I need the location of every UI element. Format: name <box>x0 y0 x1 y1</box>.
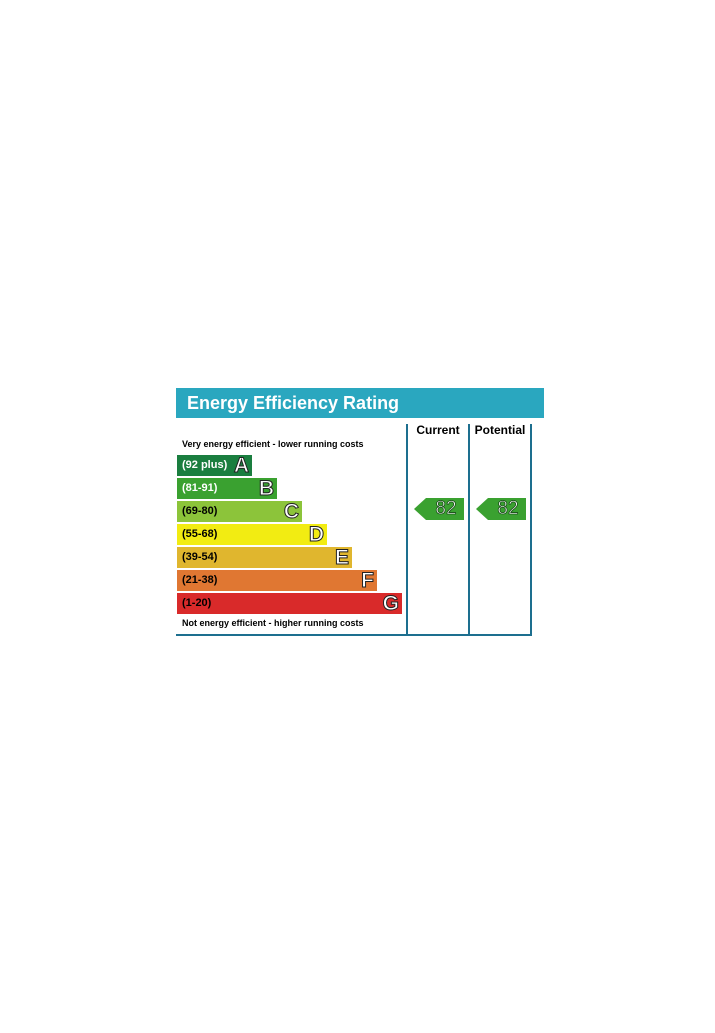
potential-rating-arrow: 82 <box>476 498 526 520</box>
bottom-frame-line <box>176 634 532 636</box>
current-arrow-shape <box>414 498 464 520</box>
band-f: (21-38) F <box>177 569 377 593</box>
band-a-range: (92 plus) <box>182 459 228 471</box>
bottom-caption: Not energy efficient - higher running co… <box>182 618 364 628</box>
band-a: (92 plus) A <box>177 454 252 478</box>
band-c-letter: C <box>283 500 299 524</box>
band-g: (1-20) G <box>177 592 402 616</box>
band-e-letter: E <box>334 546 349 570</box>
potential-column-header: Potential <box>474 423 526 437</box>
potential-column-left-line <box>468 424 470 636</box>
top-caption: Very energy efficient - lower running co… <box>182 439 364 449</box>
current-column-header: Current <box>416 423 460 437</box>
band-f-letter: F <box>361 569 375 593</box>
band-d-letter: D <box>308 523 324 547</box>
potential-rating-value: 82 <box>497 498 519 520</box>
band-f-range: (21-38) <box>182 574 218 586</box>
band-e: (39-54) E <box>177 546 352 570</box>
band-d-range: (55-68) <box>182 528 218 540</box>
band-g-letter: G <box>382 592 399 616</box>
band-b: (81-91) B <box>177 477 277 501</box>
band-e-range: (39-54) <box>182 551 218 563</box>
band-g-range: (1-20) <box>182 597 212 609</box>
current-rating-arrow: 82 <box>414 498 464 520</box>
band-b-range: (81-91) <box>182 482 218 494</box>
band-c: (69-80) C <box>177 500 302 524</box>
chart-title: Energy Efficiency Rating <box>187 393 400 413</box>
band-c-range: (69-80) <box>182 505 218 517</box>
band-a-letter: A <box>233 454 249 478</box>
band-d: (55-68) D <box>177 523 327 547</box>
current-rating-value: 82 <box>435 498 457 520</box>
potential-arrow-shape <box>476 498 526 520</box>
chart-title-bar: Energy Efficiency Rating <box>176 388 544 418</box>
current-column-left-line <box>406 424 408 636</box>
band-b-letter: B <box>258 477 274 501</box>
right-frame-line <box>530 424 532 636</box>
energy-efficiency-chart: Energy Efficiency Rating Current Potenti… <box>176 388 544 636</box>
